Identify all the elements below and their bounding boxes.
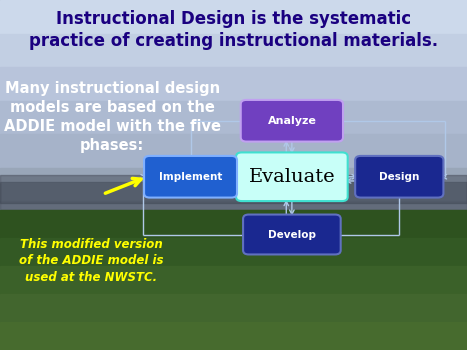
Text: This modified version
of the ADDIE model is
used at the NWSTC.: This modified version of the ADDIE model…: [19, 238, 163, 284]
FancyBboxPatch shape: [236, 153, 347, 201]
Text: Instructional Design is the systematic
practice of creating instructional materi: Instructional Design is the systematic p…: [29, 10, 438, 50]
FancyBboxPatch shape: [144, 156, 237, 197]
Bar: [0, 101, 467, 134]
Bar: [0, 294, 467, 322]
Bar: [0, 0, 467, 34]
Bar: [0, 266, 467, 294]
Text: Analyze: Analyze: [268, 116, 316, 126]
Text: Implement: Implement: [159, 172, 222, 182]
Text: Many instructional design
models are based on the
ADDIE model with the five
phas: Many instructional design models are bas…: [4, 80, 220, 153]
FancyBboxPatch shape: [355, 156, 444, 197]
Text: Evaluate: Evaluate: [248, 168, 335, 186]
FancyBboxPatch shape: [241, 100, 343, 141]
Bar: [0, 182, 467, 203]
Bar: [0, 67, 467, 101]
Bar: [0, 134, 467, 168]
Bar: [0, 34, 467, 67]
Bar: [0, 175, 467, 210]
Text: Develop: Develop: [268, 230, 316, 239]
Text: Design: Design: [379, 172, 419, 182]
Bar: [0, 184, 467, 201]
FancyBboxPatch shape: [243, 215, 341, 254]
Bar: [0, 322, 467, 350]
Bar: [0, 210, 467, 238]
Bar: [0, 238, 467, 266]
Bar: [0, 168, 467, 184]
Bar: [0, 201, 467, 217]
